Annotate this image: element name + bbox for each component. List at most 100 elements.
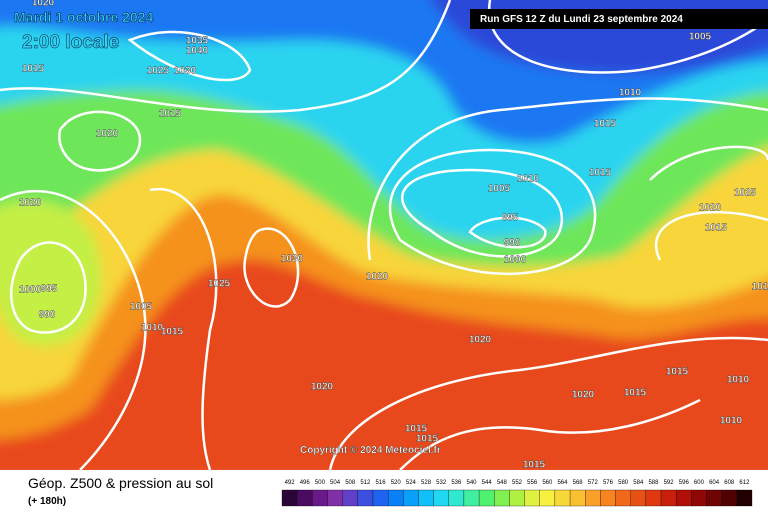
isobar-label: 1040 <box>186 46 209 57</box>
isobar-label: 1010 <box>517 174 540 185</box>
isobar-label: 1000 <box>19 285 42 296</box>
scale-swatch <box>312 489 328 507</box>
scale-label: 524 <box>406 480 417 486</box>
scale-label: 580 <box>618 480 629 486</box>
scale-label: 588 <box>648 480 659 486</box>
scale-label: 520 <box>391 480 402 486</box>
scale-label: 568 <box>573 480 584 486</box>
copyright: Copyright © 2024 Meteociel.fr <box>300 445 441 456</box>
scale-swatch <box>342 489 358 507</box>
scale-label: 516 <box>376 480 387 486</box>
isobar <box>367 97 768 261</box>
isobar-label: 1020 <box>572 390 595 401</box>
scale-swatch <box>630 489 647 507</box>
color-scale: 492 496 500 504 508 512 516 520 524 528 532 536 540 5… <box>281 480 753 507</box>
isobar-label: 995 <box>502 213 519 224</box>
scale-label: 564 <box>557 480 568 486</box>
scale-swatch <box>448 489 465 507</box>
run-info: Run GFS 12 Z du Lundi 23 septembre 2024 <box>480 14 683 25</box>
scale-label: 548 <box>497 480 508 486</box>
isobar-label: 1030 <box>281 254 304 265</box>
run-box <box>470 9 768 29</box>
isobar-label: 1030 <box>174 66 197 77</box>
isobar-label: 990 <box>504 238 521 249</box>
scale-label: 544 <box>482 480 493 486</box>
isobar <box>10 241 87 334</box>
legend-title: Géop. Z500 & pression au sol <box>28 475 213 491</box>
scale-label: 504 <box>330 480 341 486</box>
isobar-label: 1020 <box>469 335 492 346</box>
isobar-label: 1010 <box>727 375 750 386</box>
scale-label: 532 <box>436 480 447 486</box>
scale-swatch <box>569 489 586 507</box>
scale-label: 556 <box>527 480 538 486</box>
scale-swatch <box>509 489 525 507</box>
scale-swatch <box>387 489 404 507</box>
scale-swatch <box>297 489 313 507</box>
isobar <box>58 110 142 172</box>
scale-label: 612 <box>739 480 750 486</box>
scale-swatch <box>463 489 480 507</box>
isobar-label: 1005 <box>689 32 712 43</box>
scale-swatch <box>327 489 343 507</box>
scale-label: 500 <box>315 480 326 486</box>
isobar-label: 1010 <box>720 416 743 427</box>
scale-swatch <box>433 489 449 507</box>
scale-swatch <box>600 489 616 507</box>
scale-swatch <box>736 489 753 507</box>
scale-label: 536 <box>451 480 462 486</box>
scale-swatch <box>554 489 571 507</box>
isobar-label: 1015 <box>405 424 428 435</box>
isobar-label: 1020 <box>19 198 42 209</box>
isobars <box>0 0 768 470</box>
scale-swatch <box>660 489 677 507</box>
isobar <box>399 398 701 471</box>
scale-label: 608 <box>724 480 735 486</box>
isobar-label: 1005 <box>488 184 511 195</box>
scale-swatch <box>418 489 434 507</box>
scale-label: 592 <box>664 480 675 486</box>
scale-swatch <box>281 489 298 507</box>
isobar-label: 1015 <box>589 168 612 179</box>
scale-label: 596 <box>679 480 690 486</box>
isobar <box>243 227 300 308</box>
isobar-label: 1020 <box>96 129 119 140</box>
isobar-label: 1015 <box>523 460 546 471</box>
scale-label: 552 <box>512 480 523 486</box>
isobar-label: 1005 <box>130 302 153 313</box>
isobar-label: 1015 <box>159 109 182 120</box>
scale-label: 576 <box>603 480 614 486</box>
scale-swatch <box>357 489 374 507</box>
local-time: 2:00 locale <box>22 32 119 53</box>
isobar-label: 1025 <box>147 66 170 77</box>
isobar-label: 1015 <box>22 64 45 75</box>
isobar <box>328 336 768 471</box>
isobar <box>388 148 597 275</box>
scale-label: 560 <box>542 480 553 486</box>
scale-label: 508 <box>345 480 356 486</box>
legend-subtitle: (+ 180h) <box>28 496 66 507</box>
isobar-label: 1015 <box>624 388 647 399</box>
isobar-label: 1015 <box>416 434 439 445</box>
scale-label: 540 <box>467 480 478 486</box>
isobar-label: 1015 <box>594 119 617 130</box>
isobar-label: 1020 <box>366 272 389 283</box>
isobar-label: 1015 <box>666 367 689 378</box>
scale-label: 604 <box>709 480 720 486</box>
isobar <box>468 216 547 249</box>
isobar-label: 990 <box>39 310 56 321</box>
isobar <box>487 0 768 74</box>
isobar-label: 1000 <box>504 255 527 266</box>
isobar <box>149 187 218 471</box>
isobar <box>0 0 452 113</box>
isobar <box>649 145 768 261</box>
scale-label: 584 <box>633 480 644 486</box>
isobar-label: 1015 <box>705 223 728 234</box>
scale-label: 512 <box>360 480 371 486</box>
isobar-label: 1010 <box>141 323 164 334</box>
scale-label: 492 <box>285 480 296 486</box>
scale-swatch <box>615 489 631 507</box>
isobar-label: 1020 <box>699 203 722 214</box>
